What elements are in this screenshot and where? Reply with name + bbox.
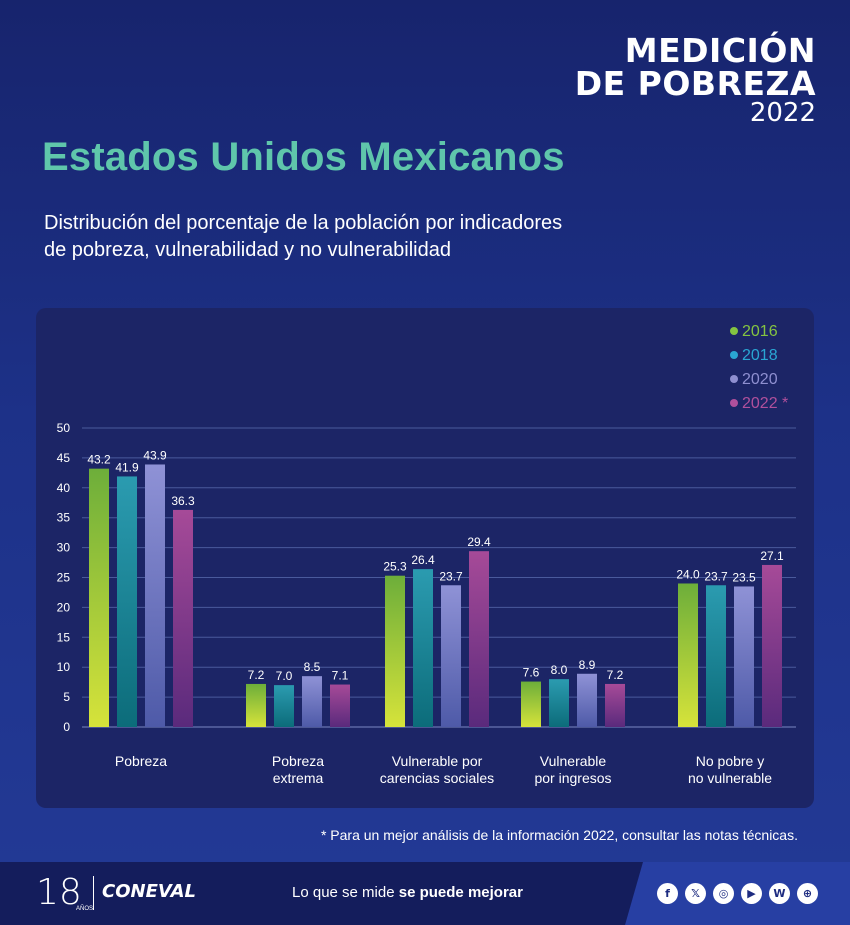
chart-panel: 0 5 10 15 20 25 30 35 40 45 50 43.2 41.9 43.9 36.3 Pobr… [36,308,814,808]
tagline-regular: Lo que se mide [292,884,399,901]
data-label: 23.7 [439,569,463,583]
subtitle-line2: de pobreza, vulnerabilidad y no vulnerab… [44,239,451,261]
chart-subtitle: Distribución del porcentaje de la poblac… [44,210,744,264]
bar-2020 [734,586,754,727]
y-tick-label: 40 [57,481,71,495]
category-label: no vulnerable [688,770,772,786]
footer: 18 AÑOS CONEVAL Lo que se mide se puede … [0,862,850,925]
data-label: 41.9 [115,460,139,474]
bar-2020 [302,676,322,727]
footer-divider [93,876,94,910]
footer-tagline: Lo que se mide se puede mejorar [292,884,523,901]
category-label: Pobreza [272,753,324,769]
legend-marker [730,351,738,359]
y-tick-label: 0 [63,720,70,734]
category-label: Vulnerable [540,753,607,769]
subtitle-line1: Distribución del porcentaje de la poblac… [44,212,563,234]
data-label: 8.0 [551,663,568,677]
data-label: 7.6 [523,666,540,680]
bar-2016 [521,681,541,727]
y-tick-label: 10 [57,660,71,674]
bar-2020 [441,585,461,727]
data-label: 7.0 [276,669,293,683]
legend-entry: 2018 [742,347,778,364]
y-tick-label: 5 [63,690,70,704]
data-label: 8.9 [579,658,596,672]
blog-icon[interactable]: W [769,883,790,904]
logo-line1: MEDICIÓN [624,31,816,70]
bar-2020 [145,464,165,727]
category-label: extrema [273,770,324,786]
bar-2018 [706,585,726,727]
y-tick-label: 20 [57,600,71,614]
data-label: 29.4 [467,535,491,549]
legend-entry: 2020 [742,371,778,388]
y-tick-label: 25 [57,571,71,585]
data-label: 8.5 [304,660,321,674]
data-label: 43.2 [87,453,111,467]
data-label: 7.2 [248,668,265,682]
bar-chart: 0 5 10 15 20 25 30 35 40 45 50 43.2 41.9 43.9 36.3 Pobr… [57,323,796,786]
social-links: f 𝕏 ◎ ▶ W ⊕ [657,883,818,904]
data-label: 7.2 [607,668,624,682]
legend-entry: 2022 * [742,395,788,412]
bar-2018 [274,685,294,727]
legend-marker [730,399,738,407]
bar-2022 [469,551,489,727]
data-label: 23.5 [732,570,756,584]
bar-2022 [762,564,782,727]
x-icon[interactable]: 𝕏 [685,883,706,904]
bar-2020 [577,673,597,727]
data-label: 43.9 [143,448,167,462]
instagram-icon[interactable]: ◎ [713,883,734,904]
y-tick-label: 15 [57,630,71,644]
anniversary-logo: 18 [36,872,82,913]
y-tick-label: 45 [57,451,71,465]
coneval-logo: CONEVAL [102,881,196,902]
tagline-bold: se puede mejorar [398,884,523,901]
medicion-pobreza-logo: MEDICIÓN DE POBREZA 2022 [575,34,816,126]
bar-2016 [385,575,405,727]
bar-2016 [89,468,109,727]
y-tick-label: 30 [57,541,71,555]
bar-2018 [117,476,137,727]
facebook-icon[interactable]: f [657,883,678,904]
footnote: * Para un mejor análisis de la informaci… [320,827,798,843]
category-label: carencias sociales [380,770,494,786]
logo-line2: DE POBREZA [574,64,816,103]
bar-2022 [605,683,625,727]
logo-year: 2022 [749,98,816,128]
y-tick-label: 35 [57,511,71,525]
bar-2022 [330,684,350,727]
legend-marker [730,375,738,383]
data-label: 26.4 [411,553,435,567]
bar-2022 [173,509,193,727]
category-label: Vulnerable por [392,753,483,769]
data-label: 7.1 [332,669,349,683]
data-label: 36.3 [171,494,195,508]
bar-2016 [678,583,698,727]
bar-2018 [413,569,433,727]
data-label: 25.3 [383,560,407,574]
data-label: 27.1 [760,549,784,563]
anniversary-sub: AÑOS [76,906,94,912]
legend-entry: 2016 [742,323,778,340]
category-label: Pobreza [115,753,167,769]
bar-2016 [246,683,266,727]
y-tick-label: 50 [57,421,71,435]
youtube-icon[interactable]: ▶ [741,883,762,904]
data-label: 23.7 [704,569,728,583]
category-label: No pobre y [696,753,764,769]
data-label: 24.0 [676,567,700,581]
page-title: Estados Unidos Mexicanos [42,135,565,179]
bar-2018 [549,679,569,727]
web-icon[interactable]: ⊕ [797,883,818,904]
legend-marker [730,327,738,335]
category-label: por ingresos [534,770,611,786]
